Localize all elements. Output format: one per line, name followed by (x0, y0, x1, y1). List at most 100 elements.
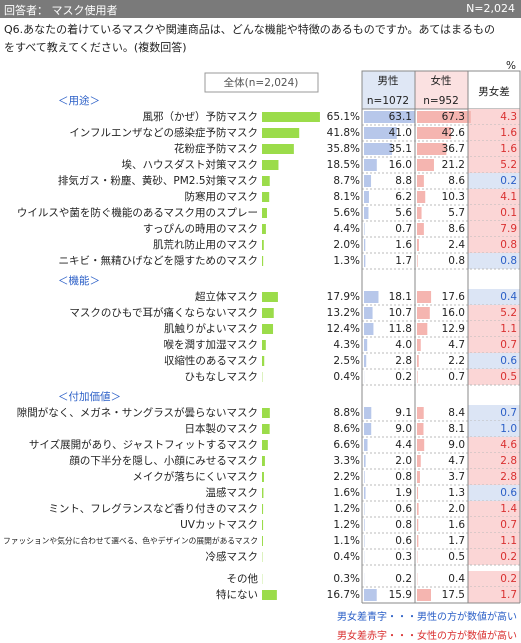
male-bar (364, 127, 397, 139)
diff-value: 4.6 (500, 439, 517, 451)
row-label: 超立体マスク (195, 290, 258, 303)
total-bar (262, 440, 268, 450)
male-value: 4.4 (395, 439, 412, 451)
male-header-box (361, 70, 416, 110)
female-header-box (414, 70, 469, 110)
female-bar (417, 111, 471, 123)
diff-header: 男女差 (478, 85, 510, 98)
diff-cell (468, 437, 520, 453)
diff-value: 4.1 (500, 191, 517, 203)
female-bar (417, 307, 430, 319)
male-value: 6.2 (395, 191, 412, 203)
female-bar (417, 143, 447, 155)
row-label: 特にない (216, 589, 258, 601)
diff-cell (468, 109, 520, 125)
row-label: 風邪（かぜ）予防マスク (143, 110, 259, 123)
row-label: マスクのひもで耳が痛くならないマスク (69, 306, 258, 319)
row-label: ファッションや気分に合わせて選べる、色やデザインの展開があるマスク (3, 536, 258, 546)
diff-value: 1.4 (500, 503, 517, 515)
row-label: 収縮性のあるマスク (164, 354, 258, 367)
total-value: 35.8% (327, 143, 360, 155)
female-value: 8.4 (448, 407, 465, 419)
male-bar (364, 519, 365, 531)
female-value: 4.7 (448, 339, 465, 351)
male-value: 2.8 (395, 355, 412, 367)
diff-value: 0.7 (500, 339, 517, 351)
male-bar (364, 143, 393, 155)
diff-value: 1.0 (500, 423, 517, 435)
male-value: 2.0 (395, 455, 412, 467)
diff-value: 4.3 (500, 111, 517, 123)
female-bar (417, 291, 432, 303)
diff-cell (468, 533, 520, 549)
male-value: 1.9 (395, 487, 412, 499)
female-bar (417, 207, 422, 219)
diff-value: 2.8 (500, 455, 517, 467)
question: Q6.あなたの着けているマスクや関連商品は、どんな機能や特徴のあるものですか。あ… (4, 23, 496, 54)
female-n: n=952 (423, 95, 459, 107)
total-value: 8.7% (333, 175, 360, 187)
total-value: 17.9% (327, 291, 360, 303)
total-bar (262, 472, 264, 482)
total-value: 2.2% (333, 471, 360, 483)
diff-value: 0.7 (500, 407, 517, 419)
diff-cell (468, 571, 520, 587)
total-value: 1.6% (333, 487, 360, 499)
total-bar (262, 192, 270, 202)
female-bar (417, 487, 419, 499)
total-header-box (204, 72, 319, 93)
total-bar (262, 456, 265, 466)
female-header: 女性 (431, 74, 452, 87)
total-bar (262, 176, 270, 186)
total-bar (262, 208, 267, 218)
diff-cell (468, 587, 520, 603)
female-bar (417, 589, 431, 601)
male-bar (364, 191, 369, 203)
diff-value: 0.8 (500, 255, 517, 267)
male-value: 15.9 (389, 589, 412, 601)
female-bar (417, 471, 420, 483)
row-label: 肌触りがよいマスク (164, 322, 258, 335)
female-value: 2.4 (448, 239, 465, 251)
female-bar (417, 355, 419, 367)
male-n: n=1072 (367, 95, 409, 107)
section-label: ＜用途＞ (58, 94, 100, 107)
diff-value: 0.8 (500, 239, 517, 251)
diff-value: 0.4 (500, 291, 517, 303)
diff-cell (468, 205, 520, 221)
male-value: 0.2 (395, 371, 412, 383)
total-bar (262, 112, 320, 122)
diff-value: 7.9 (500, 223, 517, 235)
female-value: 2.0 (448, 503, 465, 515)
row-label: 肌荒れ防止用のマスク (153, 238, 258, 251)
male-bar (364, 439, 368, 451)
row-label: ひもなしマスク (185, 371, 259, 383)
total-value: 1.1% (333, 535, 360, 547)
respondents: 回答者： マスク使用者 (4, 4, 118, 17)
diff-header-box (467, 70, 521, 110)
row-label: ウイルスや菌を防ぐ機能のあるマスク用のスプレー (17, 206, 258, 219)
female-value: 0.5 (448, 551, 465, 563)
row-label: 温感マスク (206, 486, 259, 499)
row-label: ミント、フレグランスなど香り付きのマスク (48, 502, 258, 515)
female-value: 42.6 (442, 127, 466, 139)
row-label: 日本製のマスク (185, 422, 259, 435)
diff-value: 2.8 (500, 471, 517, 483)
row-label: その他 (227, 572, 259, 585)
female-bar (417, 175, 424, 187)
female-value: 5.7 (448, 207, 465, 219)
male-value: 11.8 (389, 323, 412, 335)
female-value: 0.8 (448, 255, 465, 267)
total-value: 41.8% (327, 127, 360, 139)
total-value: 4.4% (333, 223, 360, 235)
total-bar (262, 292, 278, 302)
diff-cell (468, 173, 520, 189)
diff-cell (468, 305, 520, 321)
male-value: 0.6 (395, 503, 412, 515)
total-value: 8.1% (333, 191, 360, 203)
row-label: UVカットマスク (180, 519, 258, 531)
diff-cell (468, 321, 520, 337)
male-value: 1.6 (395, 239, 412, 251)
